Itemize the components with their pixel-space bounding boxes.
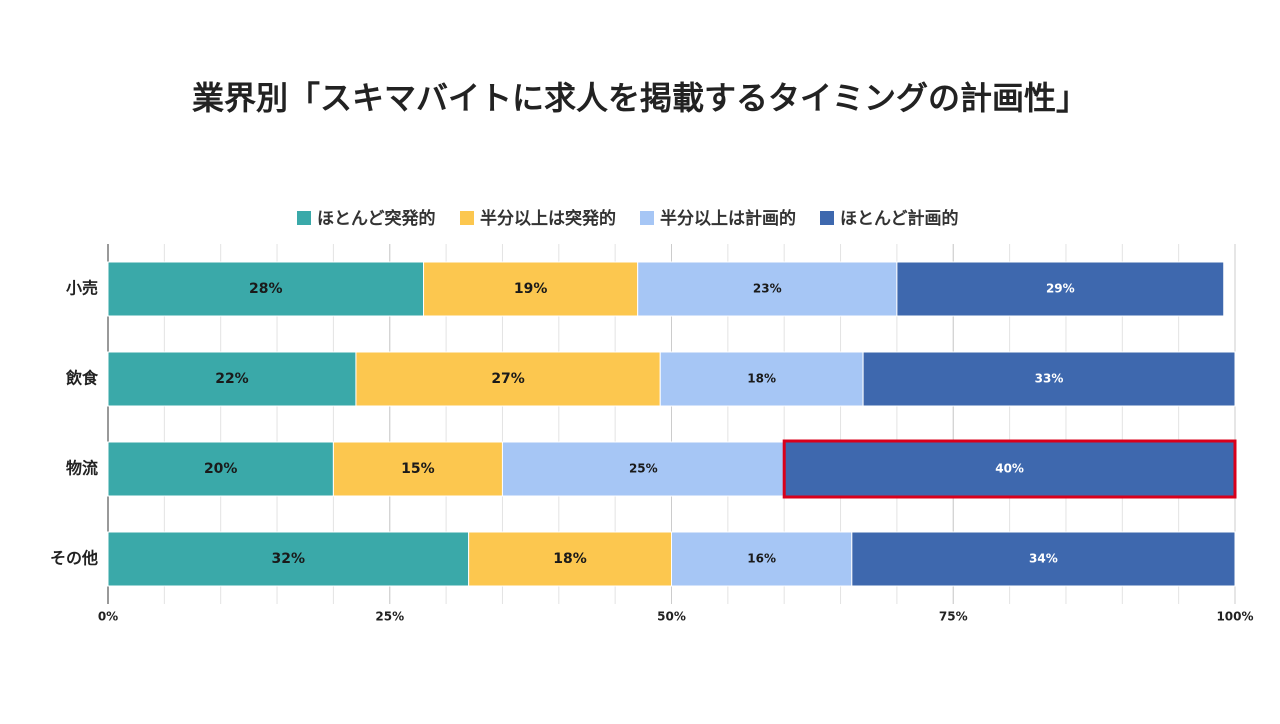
bar	[659, 351, 864, 407]
bar	[107, 441, 334, 497]
value-label: 18%	[553, 551, 587, 567]
legend-label: ほとんど計画的	[840, 208, 959, 229]
legend-swatch	[640, 211, 654, 225]
y-tick-label: 飲食	[65, 369, 99, 388]
value-label: 22%	[215, 371, 249, 387]
value-label: 16%	[747, 552, 776, 566]
bar	[332, 441, 503, 497]
value-label: 29%	[1046, 282, 1075, 296]
bar	[423, 261, 639, 317]
bar	[637, 261, 898, 317]
bar	[501, 441, 785, 497]
value-label: 28%	[249, 281, 283, 297]
x-tick-label: 75%	[939, 610, 968, 624]
value-label: 19%	[514, 281, 548, 297]
value-label: 18%	[747, 372, 776, 386]
bar	[107, 351, 357, 407]
highlight-box	[782, 439, 1237, 499]
value-label: 20%	[204, 461, 238, 477]
bar	[107, 531, 470, 587]
legend-swatch	[297, 211, 311, 225]
chart-title: 業界別「スキマバイトに求人を掲載するタイミングの計画性」	[192, 79, 1088, 117]
value-label: 34%	[1029, 552, 1058, 566]
legend: ほとんど突発的 半分以上は突発的 半分以上は計画的 ほとんど計画的	[297, 208, 959, 229]
value-label: 25%	[629, 462, 658, 476]
value-label: 15%	[401, 461, 435, 477]
x-tick-label: 25%	[375, 610, 404, 624]
legend-label: 半分以上は突発的	[480, 208, 616, 229]
legend-swatch	[460, 211, 474, 225]
bar	[355, 351, 661, 407]
x-tick-label: 0%	[98, 610, 118, 624]
value-label: 23%	[753, 282, 782, 296]
bar	[862, 351, 1236, 407]
bar	[783, 441, 1236, 497]
x-tick-label: 100%	[1216, 610, 1253, 624]
value-label: 40%	[995, 462, 1024, 476]
legend-swatch	[820, 211, 834, 225]
legend-label: 半分以上は計画的	[660, 208, 796, 229]
y-tick-label: 物流	[66, 459, 98, 478]
bar	[896, 261, 1225, 317]
value-label: 32%	[272, 551, 306, 567]
bar	[851, 531, 1236, 587]
x-tick-label: 50%	[657, 610, 686, 624]
y-tick-label: 小売	[66, 279, 98, 298]
bar	[468, 531, 673, 587]
value-label: 27%	[491, 371, 525, 387]
bar	[671, 531, 853, 587]
legend-label: ほとんど突発的	[317, 208, 436, 229]
y-tick-label: その他	[50, 549, 98, 568]
value-label: 33%	[1035, 372, 1064, 386]
